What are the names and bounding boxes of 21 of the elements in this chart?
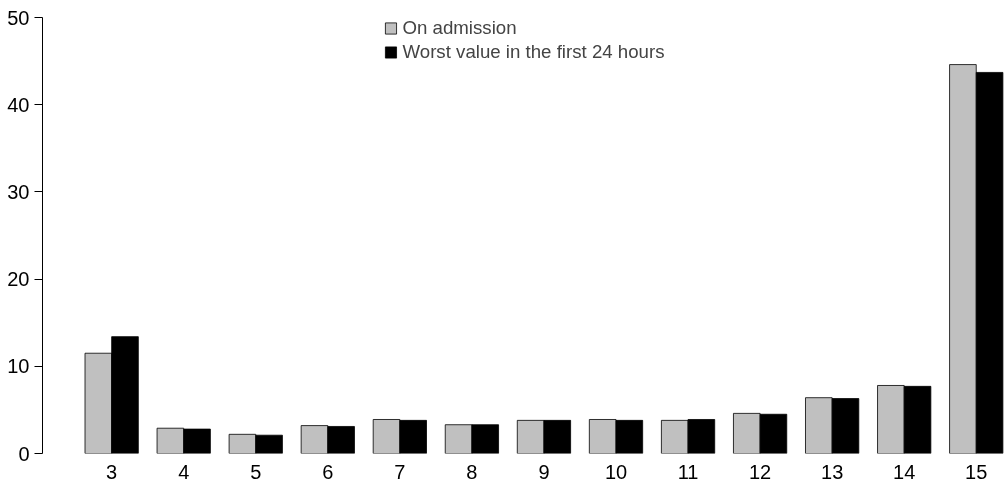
y-tick-label: 30 <box>7 180 30 203</box>
x-tick-label: 13 <box>821 460 844 483</box>
y-tick-label: 0 <box>18 442 30 465</box>
x-tick-label: 15 <box>965 460 988 483</box>
x-tick-label: 6 <box>322 460 334 483</box>
x-tick-label: 14 <box>893 460 916 483</box>
x-tick-label: 8 <box>466 460 478 483</box>
legend-label: Worst value in the first 24 hours <box>402 41 665 63</box>
x-tick-label: 11 <box>677 460 699 483</box>
x-tick-label: 7 <box>394 460 406 483</box>
y-tick-label: 10 <box>7 355 30 378</box>
x-tick-label: 4 <box>178 460 190 483</box>
x-tick-label: 10 <box>604 460 628 483</box>
y-tick-label: 50 <box>7 6 30 29</box>
x-tick-label: 5 <box>250 460 262 483</box>
x-tick-label: 9 <box>538 460 550 483</box>
x-tick-label: 3 <box>106 460 118 483</box>
legend-label: On admission <box>402 17 517 39</box>
x-tick-label: 12 <box>748 460 772 483</box>
y-tick-label: 20 <box>7 268 30 291</box>
y-tick-label: 40 <box>7 93 30 116</box>
